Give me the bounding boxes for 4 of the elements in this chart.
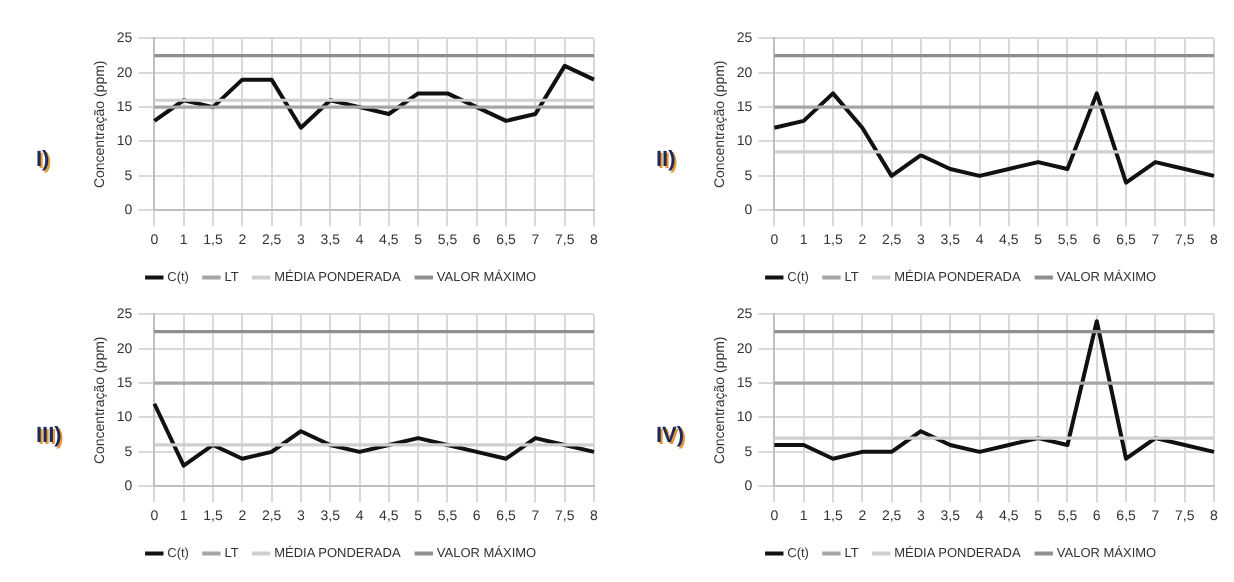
text: II) [656, 148, 676, 172]
text: I) [36, 148, 50, 172]
text: III) [36, 424, 62, 448]
text: IV) [656, 424, 685, 448]
